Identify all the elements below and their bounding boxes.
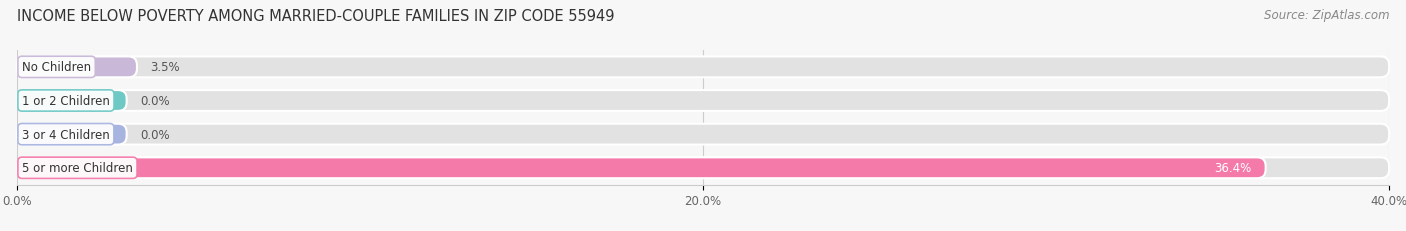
FancyBboxPatch shape [17, 124, 1389, 145]
FancyBboxPatch shape [17, 91, 1389, 111]
Text: 5 or more Children: 5 or more Children [22, 161, 134, 175]
Text: No Children: No Children [22, 61, 91, 74]
Text: 3 or 4 Children: 3 or 4 Children [22, 128, 110, 141]
FancyBboxPatch shape [17, 158, 1265, 178]
Text: 0.0%: 0.0% [141, 94, 170, 108]
Text: Source: ZipAtlas.com: Source: ZipAtlas.com [1264, 9, 1389, 22]
FancyBboxPatch shape [17, 57, 1389, 78]
FancyBboxPatch shape [17, 158, 1389, 178]
FancyBboxPatch shape [17, 124, 127, 145]
Text: 36.4%: 36.4% [1215, 161, 1251, 175]
FancyBboxPatch shape [17, 57, 136, 78]
Text: 3.5%: 3.5% [150, 61, 180, 74]
Text: INCOME BELOW POVERTY AMONG MARRIED-COUPLE FAMILIES IN ZIP CODE 55949: INCOME BELOW POVERTY AMONG MARRIED-COUPL… [17, 9, 614, 24]
Text: 0.0%: 0.0% [141, 128, 170, 141]
Text: 1 or 2 Children: 1 or 2 Children [22, 94, 110, 108]
FancyBboxPatch shape [17, 91, 127, 111]
